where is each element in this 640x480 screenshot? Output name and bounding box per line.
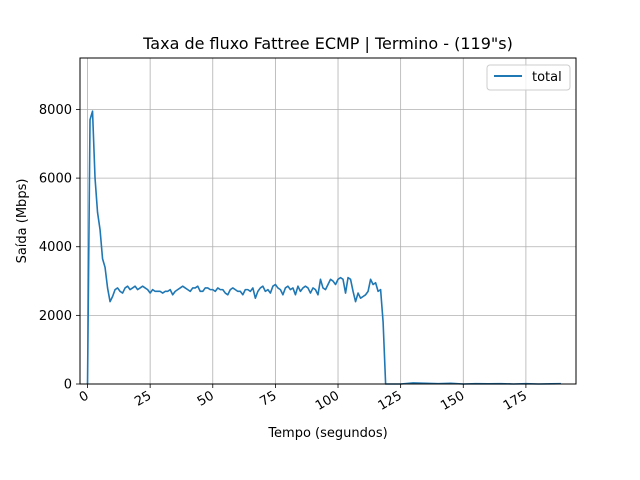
x-tick-label: 25 [132, 388, 154, 409]
legend: total [486, 64, 571, 91]
x-axis-label: Tempo (segundos) [267, 426, 387, 441]
plot-frame [79, 57, 577, 385]
y-tick-label: 8000 [39, 103, 72, 118]
y-tick-label: 4000 [39, 240, 72, 255]
x-tick-label: 50 [195, 388, 217, 409]
legend-label-total: total [532, 70, 562, 85]
plot-area [86, 110, 561, 385]
x-tick-label: 75 [258, 388, 280, 409]
y-axis-label: Saída (Mbps) [15, 179, 30, 264]
y-tick-label: 2000 [39, 309, 72, 324]
series-line-total [86, 110, 561, 385]
y-tick-label: 6000 [39, 172, 72, 187]
legend-box [486, 64, 571, 91]
chart-title: Taxa de fluxo Fattree ECMP | Termino - (… [142, 34, 513, 53]
y-axis: 0 2000 4000 6000 8000 [39, 103, 80, 393]
y-tick-label: 0 [64, 378, 72, 393]
